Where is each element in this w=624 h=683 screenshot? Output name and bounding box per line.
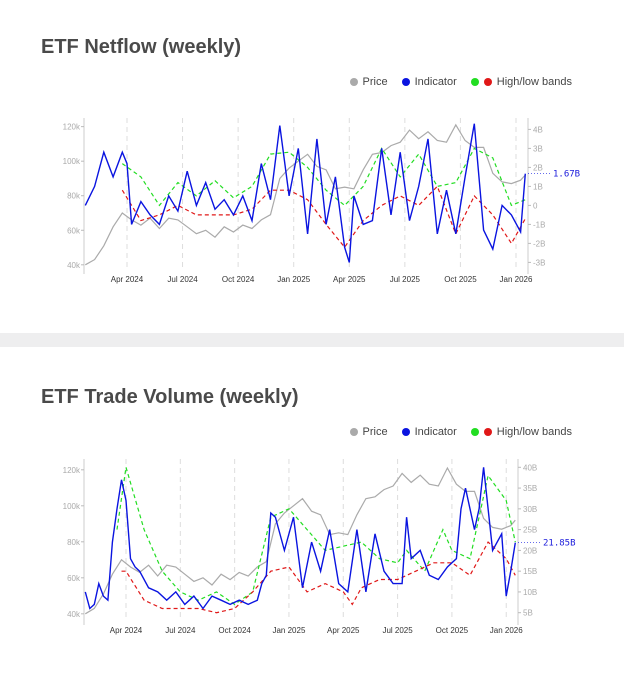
right-tick-label: -1B: [533, 220, 545, 229]
left-tick-label: 120k: [63, 466, 81, 475]
legend-indicator[interactable]: Indicator: [401, 426, 457, 438]
right-tick-label: 40B: [523, 463, 537, 472]
x-tick-label: Oct 2024: [218, 626, 251, 635]
left-tick-label: 120k: [63, 123, 81, 132]
volume-card: ETF Trade Volume (weekly) Price Indicato…: [0, 347, 624, 683]
left-tick-label: 100k: [63, 502, 81, 511]
right-tick-label: 25B: [523, 526, 537, 535]
x-tick-label: Oct 2024: [222, 275, 255, 284]
indicator-dot-icon: [401, 78, 410, 86]
volume-chart[interactable]: Apr 2024 Jul 2024 Oct 2024 Jan 2025 Apr 2025…: [0, 455, 624, 655]
right-tick-label: 20B: [523, 546, 537, 555]
low-dot-icon: [483, 428, 492, 436]
chart-legend: Price Indicator High/low bands: [349, 76, 572, 88]
legend-price-label: Price: [362, 426, 388, 438]
x-tick-label: Jan 2026: [500, 275, 533, 284]
indicator-dot-icon: [401, 428, 410, 436]
indicator-series-line: [84, 123, 526, 263]
right-tick-label: 30B: [523, 505, 537, 514]
low-band-line: [121, 541, 516, 614]
legend-price-label: Price: [362, 76, 388, 88]
indicator-series-line: [84, 467, 516, 610]
legend-bands[interactable]: High/low bands: [470, 76, 572, 88]
legend-indicator[interactable]: Indicator: [401, 76, 457, 88]
netflow-card: ETF Netflow (weekly) Price Indicator Hig…: [0, 0, 624, 333]
chart-title: ETF Trade Volume (weekly): [41, 386, 299, 408]
left-tick-label: 60k: [67, 574, 81, 583]
right-tick-label: 4B: [533, 125, 543, 134]
x-tick-label: Jul 2024: [165, 626, 196, 635]
right-tick-label: 15B: [523, 567, 537, 576]
price-dot-icon: [349, 78, 358, 86]
left-tick-label: 40k: [67, 610, 81, 619]
legend-bands[interactable]: High/low bands: [470, 426, 572, 438]
last-value-label: 21.85B: [543, 539, 576, 549]
right-tick-label: 10B: [523, 588, 537, 597]
high-band-line: [121, 147, 526, 207]
legend-price[interactable]: Price: [349, 76, 388, 88]
right-tick-label: -2B: [533, 239, 545, 248]
price-dot-icon: [349, 428, 358, 436]
right-tick-label: 1B: [533, 182, 543, 191]
last-value-label: 1.67B: [553, 170, 580, 180]
x-tick-label: Jul 2025: [390, 275, 421, 284]
legend-indicator-label: Indicator: [414, 76, 457, 88]
left-tick-label: 80k: [67, 538, 81, 547]
x-tick-label: Jan 2026: [490, 626, 523, 635]
right-tick-label: 35B: [523, 484, 537, 493]
low-dot-icon: [483, 78, 492, 86]
legend-bands-label: High/low bands: [496, 426, 572, 438]
legend-indicator-label: Indicator: [414, 426, 457, 438]
right-tick-label: 5B: [523, 609, 533, 618]
right-tick-label: 0: [533, 201, 538, 210]
x-tick-label: Jul 2024: [167, 275, 198, 284]
high-dot-icon: [470, 428, 479, 436]
x-tick-label: Apr 2024: [110, 626, 143, 635]
high-band-line: [116, 467, 516, 606]
chart-title: ETF Netflow (weekly): [41, 36, 242, 58]
left-tick-label: 100k: [63, 157, 81, 166]
left-tick-label: 80k: [67, 192, 81, 201]
x-tick-label: Oct 2025: [436, 626, 469, 635]
x-tick-label: Jan 2025: [272, 626, 305, 635]
high-dot-icon: [470, 78, 479, 86]
netflow-chart[interactable]: Apr 2024 Jul 2024 Oct 2024 Jan 2025 Apr 2025…: [0, 110, 624, 310]
right-tick-label: 2B: [533, 163, 543, 172]
x-tick-label: Oct 2025: [444, 275, 477, 284]
price-series-line: [85, 123, 526, 266]
x-tick-label: Jan 2025: [277, 275, 310, 284]
legend-bands-label: High/low bands: [496, 76, 572, 88]
x-tick-label: Apr 2024: [111, 275, 144, 284]
legend-price[interactable]: Price: [349, 426, 388, 438]
chart-legend: Price Indicator High/low bands: [349, 426, 572, 438]
x-tick-label: Apr 2025: [327, 626, 360, 635]
x-tick-label: Jul 2025: [382, 626, 413, 635]
right-tick-label: 3B: [533, 144, 543, 153]
price-series-line: [84, 466, 516, 615]
left-tick-label: 40k: [67, 261, 81, 270]
section-divider: [0, 333, 624, 347]
right-tick-label: -3B: [533, 258, 545, 267]
left-tick-label: 60k: [67, 226, 81, 235]
x-tick-label: Apr 2025: [333, 275, 366, 284]
